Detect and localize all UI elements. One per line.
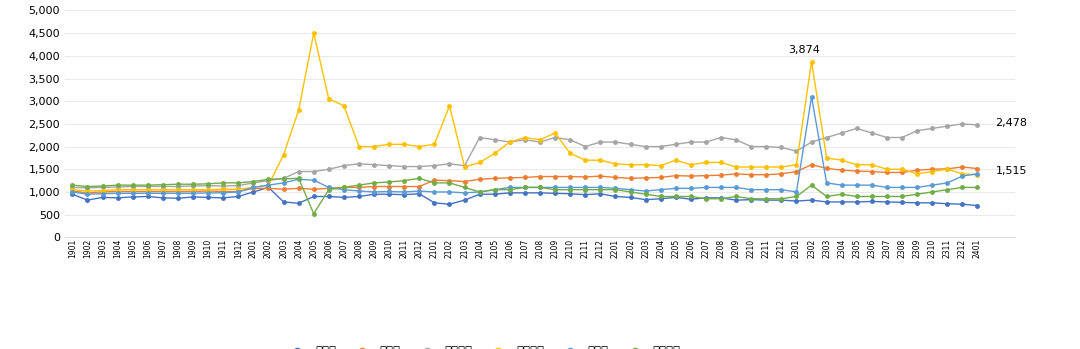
医疗器械 [262, 183, 275, 187]
中成药 [397, 190, 410, 194]
保健品 [66, 192, 79, 196]
化学药 [564, 174, 577, 179]
保健品 [397, 193, 410, 197]
中成药 [66, 190, 79, 194]
Line: 生物制品: 生物制品 [70, 122, 980, 190]
Line: 中成药: 中成药 [70, 95, 980, 196]
保健品 [247, 190, 260, 194]
保健品 [293, 201, 306, 205]
中药饮片 [639, 192, 652, 196]
化学药 [971, 166, 984, 171]
生物制品 [293, 170, 306, 174]
Text: 3,874: 3,874 [788, 45, 820, 55]
医疗器械 [307, 31, 320, 35]
医疗器械 [579, 158, 592, 162]
中成药 [564, 185, 577, 190]
中成药 [880, 185, 893, 190]
中药饮片 [971, 185, 984, 190]
中成药 [624, 187, 637, 192]
中药饮片 [880, 194, 893, 199]
中药饮片 [307, 211, 320, 216]
保健品 [865, 199, 878, 203]
医疗器械 [639, 163, 652, 167]
医疗器械 [880, 167, 893, 171]
Line: 医疗器械: 医疗器械 [70, 31, 980, 193]
中成药 [262, 183, 275, 187]
保健品 [262, 185, 275, 190]
Legend: 保健品, 化学药, 生物制品, 医疗器械, 中成药, 中药饮片: 保健品, 化学药, 生物制品, 医疗器械, 中成药, 中药饮片 [281, 341, 685, 349]
医疗器械 [293, 108, 306, 112]
中药饮片 [413, 176, 426, 180]
医疗器械 [971, 173, 984, 177]
化学药 [66, 189, 79, 193]
生物制品 [262, 178, 275, 183]
医疗器械 [66, 187, 79, 192]
保健品 [564, 192, 577, 196]
生物制品 [971, 123, 984, 127]
化学药 [262, 186, 275, 191]
中药饮片 [579, 187, 592, 192]
化学药 [624, 176, 637, 180]
Text: 2,478: 2,478 [996, 118, 1027, 128]
中药饮片 [293, 176, 306, 180]
化学药 [293, 186, 306, 191]
保健品 [971, 203, 984, 208]
中成药 [971, 172, 984, 176]
中成药 [81, 192, 94, 196]
化学药 [805, 163, 818, 167]
生物制品 [624, 142, 637, 147]
保健品 [624, 195, 637, 200]
中药饮片 [247, 179, 260, 184]
生物制品 [956, 122, 969, 126]
中药饮片 [278, 177, 291, 181]
Text: 1,515: 1,515 [996, 166, 1027, 176]
生物制品 [564, 138, 577, 142]
生物制品 [397, 164, 410, 169]
生物制品 [66, 185, 79, 190]
生物制品 [865, 131, 878, 135]
Line: 中药饮片: 中药饮片 [70, 177, 980, 215]
医疗器械 [413, 144, 426, 149]
Line: 化学药: 化学药 [70, 163, 980, 195]
化学药 [397, 184, 410, 188]
Line: 保健品: 保健品 [70, 186, 980, 207]
化学药 [81, 191, 94, 195]
生物制品 [81, 186, 94, 190]
化学药 [880, 170, 893, 174]
中成药 [805, 95, 818, 99]
中成药 [293, 177, 306, 181]
中药饮片 [66, 183, 79, 187]
医疗器械 [81, 189, 94, 193]
